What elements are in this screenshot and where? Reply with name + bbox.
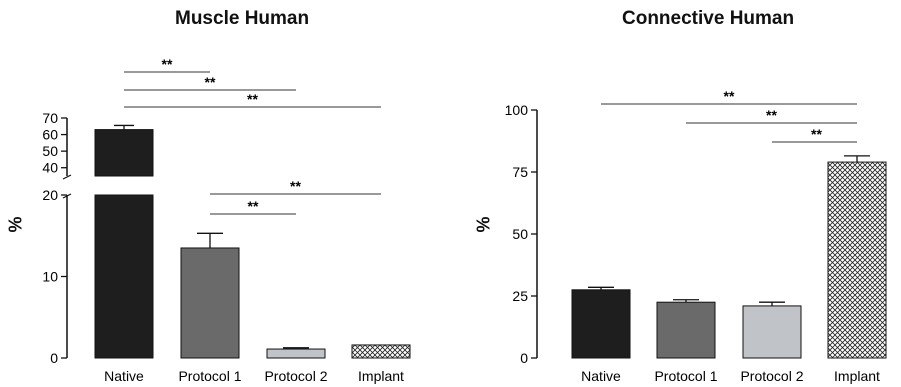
significance-label: ** bbox=[205, 74, 216, 90]
bar bbox=[656, 301, 716, 359]
chart-title-connective: Connective Human bbox=[622, 8, 795, 29]
bar bbox=[180, 247, 240, 359]
y-tick-label: 60 bbox=[42, 127, 58, 143]
y-tick-label: 10 bbox=[42, 269, 58, 285]
bar bbox=[266, 348, 326, 359]
x-tick-label: Implant bbox=[358, 368, 404, 384]
x-tick-label: Implant bbox=[834, 368, 880, 384]
x-tick-label: Protocol 1 bbox=[654, 368, 717, 384]
bar bbox=[351, 344, 411, 359]
y-tick-label: 75 bbox=[512, 164, 528, 180]
y-tick-label: 50 bbox=[512, 226, 528, 242]
axis-break-mark bbox=[62, 193, 72, 199]
y-tick-label: 0 bbox=[50, 350, 58, 366]
significance-label: ** bbox=[724, 88, 735, 104]
x-tick-label: Protocol 1 bbox=[178, 368, 241, 384]
y-tick-label: 20 bbox=[42, 187, 58, 203]
significance-label: ** bbox=[290, 178, 301, 194]
bar-upper bbox=[94, 129, 154, 177]
bar-lower bbox=[94, 194, 154, 359]
x-tick-label: Native bbox=[104, 368, 144, 384]
significance-label: ** bbox=[162, 56, 173, 72]
chart-title-muscle: Muscle Human bbox=[175, 8, 310, 29]
x-tick-label: Protocol 2 bbox=[740, 368, 803, 384]
y-tick-label: 100 bbox=[505, 102, 529, 118]
bar bbox=[827, 161, 887, 359]
y-tick-label: 50 bbox=[42, 143, 58, 159]
significance-label: ** bbox=[766, 107, 777, 123]
axis-break-mark bbox=[62, 174, 72, 180]
y-tick-label: 40 bbox=[42, 160, 58, 176]
bar bbox=[571, 289, 631, 359]
y-tick-label: 70 bbox=[42, 110, 58, 126]
significance-label: ** bbox=[811, 126, 822, 142]
x-tick-label: Protocol 2 bbox=[264, 368, 327, 384]
y-tick-label: 0 bbox=[520, 350, 528, 366]
chart-connective-human: 0 25 50 75 100 Native Protocol 1 Protocol 2 Impl… bbox=[505, 88, 887, 384]
x-tick-label: Native bbox=[581, 368, 621, 384]
bar bbox=[742, 305, 802, 359]
significance-label: ** bbox=[247, 91, 258, 107]
y-tick-label: 25 bbox=[512, 288, 528, 304]
significance-label: ** bbox=[248, 198, 259, 214]
